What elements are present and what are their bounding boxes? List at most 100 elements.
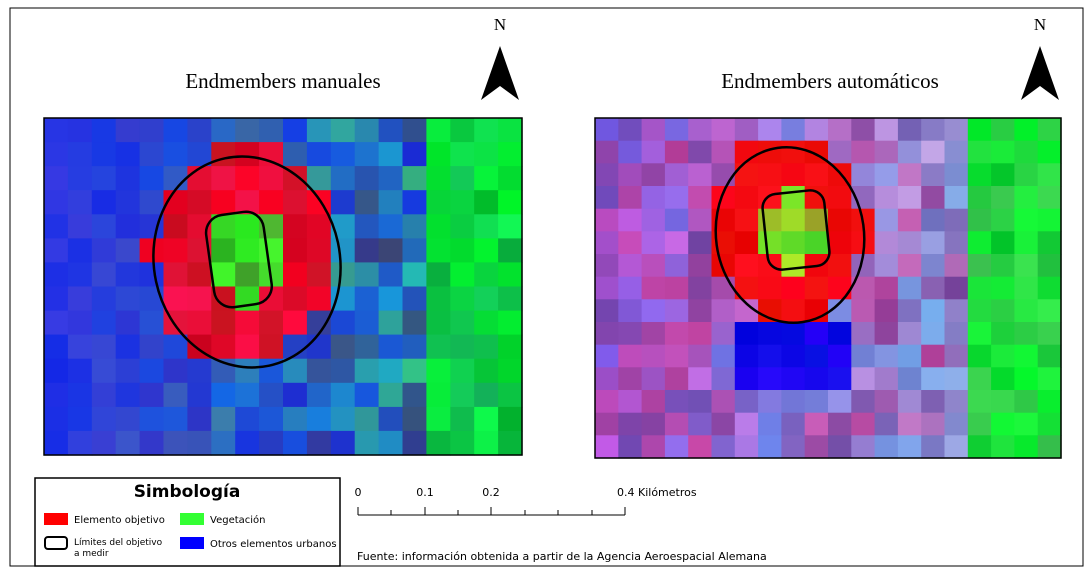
pixel <box>306 382 332 408</box>
pixel <box>1037 186 1062 210</box>
pixel <box>44 214 69 239</box>
pixel <box>618 390 643 414</box>
pixel <box>921 186 946 210</box>
pixel <box>781 208 806 232</box>
pixel <box>1014 118 1039 142</box>
pixel <box>378 310 404 336</box>
north-label: N <box>1034 15 1046 34</box>
pixel <box>235 310 260 336</box>
pixel <box>1037 367 1062 391</box>
pixel <box>758 140 782 164</box>
pixel <box>921 299 946 323</box>
map-right <box>595 118 1062 459</box>
pixel <box>211 142 236 167</box>
pixel <box>595 276 619 300</box>
pixel <box>734 390 759 414</box>
pixel <box>474 430 499 456</box>
pixel <box>378 142 404 167</box>
pixel <box>378 406 404 432</box>
pixel <box>283 310 308 336</box>
pixel <box>641 299 666 323</box>
pixel <box>211 406 236 432</box>
target-outer-boundary <box>714 145 866 325</box>
pixel <box>1037 435 1062 459</box>
pixel <box>354 382 380 408</box>
pixel <box>967 367 992 391</box>
pixel <box>1037 412 1062 436</box>
pixel <box>115 406 141 432</box>
pixel <box>641 435 666 459</box>
pixel <box>235 118 260 143</box>
pixel <box>211 310 236 336</box>
pixel <box>354 430 380 456</box>
pixel <box>641 186 666 210</box>
pixel <box>967 299 992 323</box>
pixel <box>450 286 475 312</box>
pixel <box>115 118 141 143</box>
pixel <box>618 208 643 232</box>
pixel <box>163 286 188 312</box>
pixel <box>1014 367 1039 391</box>
pixel <box>67 142 93 167</box>
pixel <box>1037 208 1062 232</box>
pixel <box>139 358 165 384</box>
pixel <box>758 118 782 142</box>
pixel <box>426 142 451 167</box>
pixel <box>91 238 117 264</box>
pixel <box>758 390 782 414</box>
pixel <box>618 140 643 164</box>
map-border <box>594 117 1062 459</box>
pixel <box>921 163 946 187</box>
pixel <box>235 358 260 384</box>
pixel <box>115 382 141 408</box>
pixel <box>91 262 117 288</box>
pixel <box>1037 254 1062 278</box>
pixel <box>187 430 212 456</box>
pixel <box>874 163 899 187</box>
pixel <box>595 231 619 255</box>
pixel <box>874 322 899 346</box>
pixel <box>91 166 117 191</box>
pixel <box>944 231 969 255</box>
pixel <box>664 390 689 414</box>
pixel <box>1014 344 1039 368</box>
pixel <box>897 163 922 187</box>
pixel <box>450 310 475 336</box>
pixel <box>828 118 852 142</box>
pixel <box>91 118 117 143</box>
pixel <box>354 238 380 264</box>
pixel <box>711 140 736 164</box>
pixel <box>163 166 188 191</box>
pixel <box>330 190 356 215</box>
pixel <box>163 238 188 264</box>
legend-label: Otros elementos urbanos <box>210 539 337 550</box>
pixel <box>44 262 69 288</box>
pixel <box>758 412 782 436</box>
pixel <box>402 118 427 143</box>
pixel <box>450 382 475 408</box>
pixel <box>618 412 643 436</box>
pixel <box>498 334 523 360</box>
pixel <box>330 118 356 143</box>
pixel <box>595 118 619 142</box>
pixel <box>664 140 689 164</box>
pixel <box>688 276 713 300</box>
pixel <box>426 238 451 264</box>
pixel <box>402 262 427 288</box>
pixel <box>595 344 619 368</box>
pixel <box>851 254 876 278</box>
pixel <box>595 208 619 232</box>
pixel <box>828 231 852 255</box>
pixel <box>664 367 689 391</box>
pixel <box>921 254 946 278</box>
pixel <box>187 406 212 432</box>
pixel <box>758 163 782 187</box>
pixel <box>283 382 308 408</box>
pixel <box>67 118 93 143</box>
pixel <box>804 186 829 210</box>
pixel <box>781 276 806 300</box>
legend-label: Límites del objetivo <box>74 538 163 548</box>
pixel <box>851 344 876 368</box>
pixel <box>354 214 380 239</box>
